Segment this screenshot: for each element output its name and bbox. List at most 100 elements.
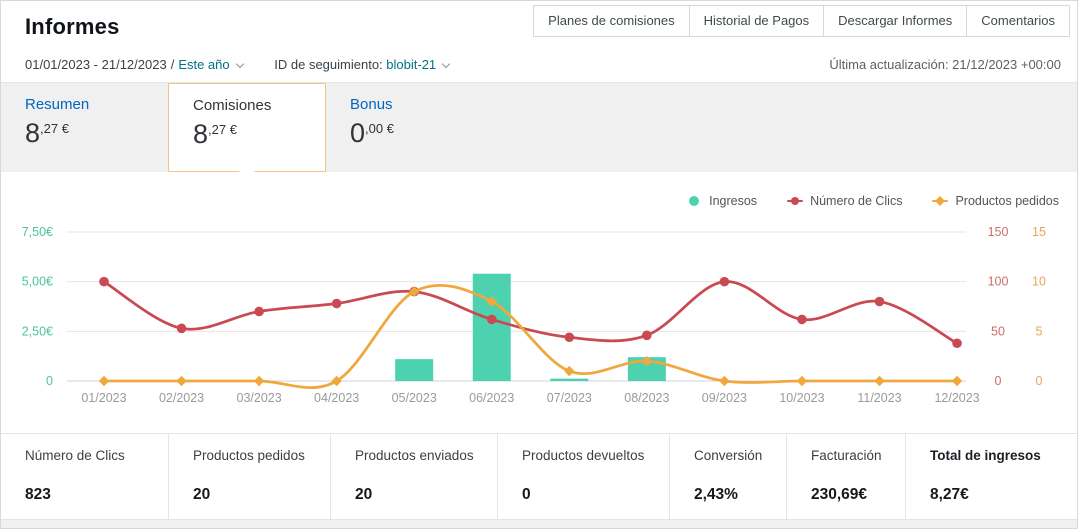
- stat-value: 230,69€: [811, 486, 868, 503]
- x-axis-label: 04/2023: [314, 391, 359, 405]
- nav-button-comentarios[interactable]: Comentarios: [966, 5, 1070, 37]
- x-axis-label: 06/2023: [469, 391, 514, 405]
- y-axis-label-euros: 7,50€: [22, 225, 53, 239]
- stat-label: Productos devueltos: [522, 448, 645, 463]
- nav-button-historial-de-pagos[interactable]: Historial de Pagos: [688, 5, 825, 37]
- legend-circle-line-icon: [787, 195, 804, 207]
- stat-facturaci-n: Facturación 230,69€: [787, 434, 906, 519]
- point-productos-pedidos: [564, 365, 575, 377]
- point-productos-pedidos: [409, 286, 420, 297]
- y-axis-label-euros: 0: [46, 374, 53, 388]
- point-n-mero-de-clics: [874, 296, 885, 307]
- y-axis-label-clicks: 50: [991, 324, 1005, 338]
- tab-resumen[interactable]: Resumen 8,27 €: [1, 83, 168, 172]
- point-n-mero-de-clics: [176, 323, 187, 334]
- point-productos-pedidos: [176, 375, 187, 387]
- line-n-mero-de-clics: [102, 280, 959, 345]
- bar-ingresos: [472, 273, 511, 381]
- stat-label: Facturación: [811, 448, 882, 463]
- y-axis-label-products: 15: [1032, 225, 1046, 239]
- bottom-strip: [1, 520, 1077, 528]
- y-axis-label-products: 0: [1036, 374, 1043, 388]
- y-axis-label-euros: 2,50€: [22, 324, 53, 338]
- x-axis-label: 09/2023: [702, 391, 747, 405]
- legend-item-productos-pedidos[interactable]: Productos pedidos: [932, 194, 1059, 208]
- date-range: 01/01/2023 - 21/12/2023: [25, 57, 167, 72]
- chevron-down-icon: [441, 59, 451, 69]
- stat-productos-pedidos: Productos pedidos 20: [169, 434, 331, 519]
- range-separator: /: [170, 57, 175, 72]
- top-nav: Planes de comisiones Historial de Pagos De…: [533, 5, 1070, 37]
- chevron-down-icon: [235, 59, 244, 69]
- stat-label: Productos enviados: [355, 448, 474, 463]
- stat-label: Número de Clics: [25, 448, 125, 463]
- x-axis-label: 07/2023: [547, 391, 592, 405]
- stat-label: Conversión: [694, 448, 763, 463]
- point-n-mero-de-clics: [564, 332, 575, 343]
- bar-ingresos: [550, 378, 589, 381]
- line-productos-pedidos: [102, 284, 959, 389]
- tab-amount: 8,27 €: [193, 119, 237, 149]
- tracking-id-selector[interactable]: blobit-21: [386, 57, 451, 72]
- y-axis-label-clicks: 100: [988, 275, 1009, 289]
- tab-label: Resumen: [25, 96, 90, 113]
- point-productos-pedidos: [331, 375, 342, 387]
- y-axis-label-clicks: 150: [988, 225, 1009, 239]
- point-n-mero-de-clics: [254, 306, 264, 317]
- stat-label: Productos pedidos: [193, 448, 305, 463]
- last-update: Última actualización: 21/12/2023 +00:00: [829, 57, 1061, 72]
- point-productos-pedidos: [951, 375, 963, 387]
- point-n-mero-de-clics: [99, 276, 109, 287]
- stat-value: 8,27€: [930, 486, 969, 503]
- nav-button-planes-de-comisiones[interactable]: Planes de comisiones: [533, 5, 690, 37]
- point-n-mero-de-clics: [952, 338, 962, 349]
- x-axis-label: 03/2023: [237, 391, 282, 405]
- bar-ingresos: [395, 359, 434, 381]
- tracking-id-group: ID de seguimiento: blobit-21: [274, 57, 451, 72]
- y-axis-label-products: 5: [1036, 324, 1043, 338]
- x-axis-label: 11/2023: [857, 391, 901, 405]
- point-productos-pedidos: [486, 296, 497, 307]
- y-axis-label-clicks: 0: [995, 374, 1002, 388]
- tab-bonus[interactable]: Bonus 0,00 €: [326, 83, 484, 172]
- stat-n-mero-de-clics: Número de Clics 823: [1, 434, 169, 519]
- page-title: Informes: [25, 14, 120, 39]
- header: Informes Planes de comisiones Historial d…: [1, 1, 1077, 82]
- chart-legend: Ingresos Número de Clics Productos pedidos: [686, 194, 1059, 208]
- tab-label: Bonus: [350, 96, 393, 113]
- x-axis-label: 01/2023: [81, 391, 126, 405]
- x-axis-label: 12/2023: [934, 391, 979, 405]
- stat-value: 20: [355, 486, 373, 503]
- tab-amount: 8,27 €: [25, 118, 69, 148]
- stats-row: Número de Clics 823 Productos pedidos 20 Pro…: [1, 433, 1077, 520]
- x-axis-label: 02/2023: [159, 391, 204, 405]
- y-axis-label-euros: 5,00€: [22, 275, 53, 289]
- tab-comisiones[interactable]: Comisiones 8,27 €: [168, 83, 326, 181]
- legend-circle-icon: [686, 195, 702, 207]
- point-productos-pedidos: [874, 375, 885, 387]
- tab-label: Comisiones: [193, 97, 272, 114]
- tab-amount: 0,00 €: [350, 118, 394, 148]
- point-n-mero-de-clics: [642, 330, 652, 341]
- legend-item-ingresos[interactable]: Ingresos: [686, 194, 757, 208]
- tracking-label: ID de seguimiento:: [274, 57, 383, 72]
- point-productos-pedidos: [719, 375, 730, 387]
- stat-total-de-ingresos: Total de ingresos 8,27€: [906, 434, 1077, 519]
- stat-conversi-n: Conversión 2,43%: [670, 434, 787, 519]
- point-productos-pedidos: [796, 375, 808, 387]
- period-selector[interactable]: Este año: [178, 57, 244, 72]
- x-axis-label: 10/2023: [779, 391, 824, 405]
- point-n-mero-de-clics: [331, 298, 342, 309]
- x-axis-label: 05/2023: [392, 391, 437, 405]
- point-productos-pedidos: [253, 375, 265, 387]
- legend-diamond-line-icon: [932, 195, 949, 207]
- y-axis-label-products: 10: [1032, 275, 1046, 289]
- nav-button-descargar-informes[interactable]: Descargar Informes: [823, 5, 968, 37]
- legend-item-n-mero-de-clics[interactable]: Número de Clics: [787, 194, 902, 208]
- point-n-mero-de-clics: [797, 314, 807, 325]
- tab-strip: Resumen 8,27 € Comisiones 8,27 € Bonus 0,00 €: [1, 82, 1077, 181]
- report-subheader: 01/01/2023 - 21/12/2023/Este año ID de s…: [25, 57, 451, 72]
- stat-value: 20: [193, 486, 211, 503]
